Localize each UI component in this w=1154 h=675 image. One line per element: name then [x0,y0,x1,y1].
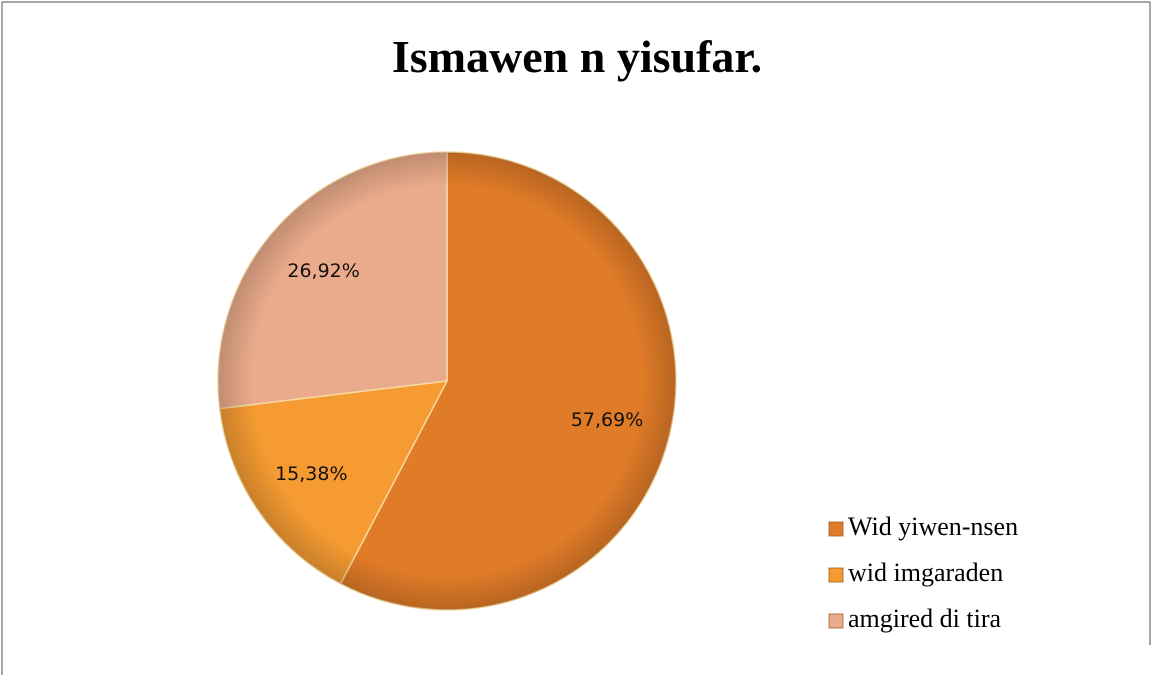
legend-swatch [828,567,844,583]
data-label: 26,92% [287,260,359,282]
legend-label: Wid yiwen-nsen [848,512,1018,541]
legend-swatch [828,613,844,629]
data-label: 15,38% [275,463,347,485]
legend-label: wid imgaraden [848,558,1003,587]
chart-title: Ismawen n yisufar. [392,31,762,82]
data-label: 57,69% [571,409,643,431]
legend-label: amgired di tira [848,604,1002,633]
legend-swatch [828,521,844,537]
